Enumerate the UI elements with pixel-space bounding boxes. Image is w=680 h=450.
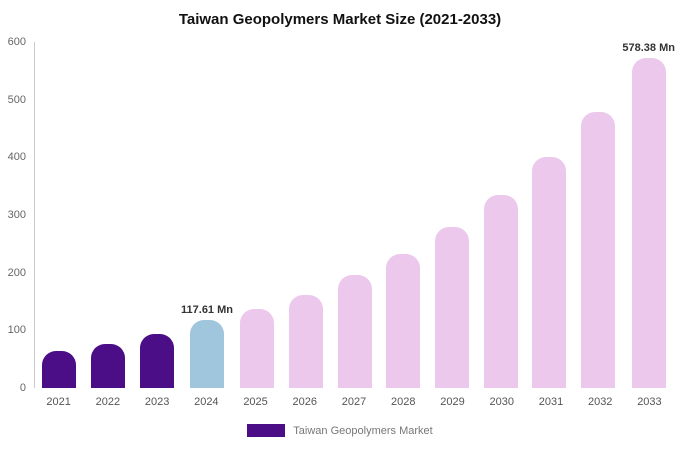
x-tick-label-2031: 2031 <box>538 396 564 408</box>
bar-2029 <box>435 227 470 388</box>
bar-2025 <box>240 309 275 388</box>
bar-column-2025 <box>233 42 282 388</box>
bar-2030 <box>483 195 518 388</box>
x-tick-label-2024: 2024 <box>194 396 219 408</box>
x-tick-label-2025: 2025 <box>243 396 268 408</box>
bar-column-2027 <box>330 42 379 388</box>
x-axis: 2021 2022 2023 2024 2025 2026 2027 2028 2029 2030… <box>34 396 674 408</box>
bar-2028 <box>386 253 421 388</box>
x-tick-label-2030: 2030 <box>489 396 514 408</box>
bar-column-2022 <box>84 42 133 388</box>
bar-2021 <box>42 351 77 388</box>
bar-column-2028 <box>379 42 428 388</box>
bar-value-label-2033: 578.38 Mn <box>622 42 675 54</box>
x-tick-label-2033: 2033 <box>637 396 662 408</box>
bar-2023 <box>139 333 174 388</box>
x-tick-label-2029: 2029 <box>440 396 465 408</box>
y-tick-label: 500 <box>7 93 26 106</box>
x-tick-label-2022: 2022 <box>95 396 121 408</box>
bar-value-label-2024: 117.61 Mn <box>181 304 233 317</box>
x-tick-label-2021: 2021 <box>46 396 71 408</box>
y-tick-label: 300 <box>7 209 26 221</box>
bar-column-2031 <box>525 42 574 388</box>
y-tick-label: 400 <box>7 151 26 164</box>
x-tick-label-2032: 2032 <box>587 396 613 408</box>
legend: Taiwan Geopolymers Market <box>0 424 680 437</box>
bar-column-2024: 117.61 Mn <box>181 42 233 388</box>
x-tick-label-2026: 2026 <box>292 396 318 408</box>
bar-column-2023 <box>132 42 181 388</box>
bar-2026 <box>289 295 323 388</box>
y-tick-label: 600 <box>7 36 26 48</box>
y-tick-label: 200 <box>7 266 26 279</box>
chart-title: Taiwan Geopolymers Market Size (2021-203… <box>178 11 502 28</box>
x-tick-label-2023: 2023 <box>144 396 170 408</box>
bar-2024 <box>190 320 224 388</box>
legend-label: Taiwan Geopolymers Market <box>293 424 433 437</box>
bar-2031 <box>532 157 567 388</box>
y-tick-label: 100 <box>7 324 26 337</box>
bar-column-2033: 578.38 Mn <box>622 42 675 388</box>
bar-column-2030 <box>476 42 525 388</box>
bar-column-2032 <box>574 42 623 388</box>
bar-2027 <box>337 274 372 388</box>
bar-column-2026 <box>282 42 331 388</box>
bar-2032 <box>581 112 616 388</box>
bar-2022 <box>91 343 125 388</box>
x-tick-label-2027: 2027 <box>341 396 367 408</box>
y-axis: 0 100 200 300 400 500 600 <box>0 36 28 394</box>
y-tick-label: 0 <box>19 382 26 394</box>
bar-2033 <box>631 58 666 388</box>
legend-swatch <box>247 424 286 437</box>
plot-area: 117.61 Mn 578.38 Mn <box>34 42 675 388</box>
bar-column-2029 <box>428 42 477 388</box>
bar-column-2021 <box>35 42 84 388</box>
x-tick-label-2028: 2028 <box>391 396 416 408</box>
